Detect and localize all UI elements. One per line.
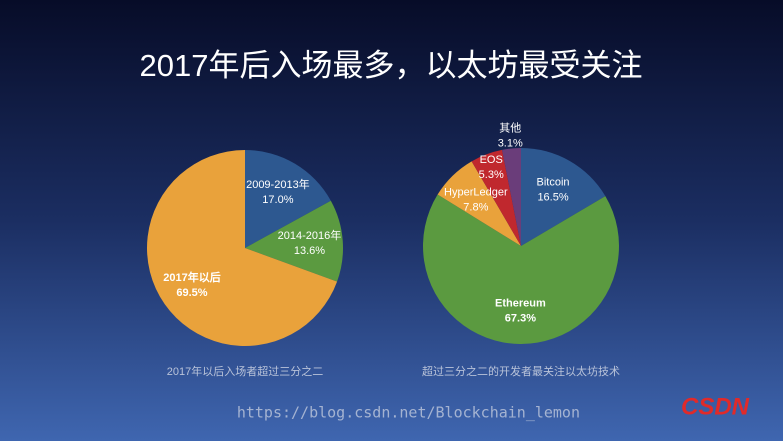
slice-label: 2014-2016年 bbox=[278, 228, 342, 242]
pie-slice bbox=[437, 161, 521, 246]
pie-slice bbox=[423, 194, 619, 344]
slice-value: 5.3% bbox=[479, 169, 504, 181]
pie-slice bbox=[146, 149, 338, 346]
chart-caption: 2017年以后入场者超过三分之二 bbox=[167, 364, 323, 378]
logo: CSDN bbox=[681, 393, 750, 420]
slice-value: 16.5% bbox=[537, 192, 568, 204]
slice-value: 67.3% bbox=[505, 313, 536, 325]
chart-caption: 超过三分之二的开发者最关注以太坊技术 bbox=[422, 364, 620, 378]
pie-slice bbox=[245, 150, 331, 248]
slice-label: 2009-2013年 bbox=[246, 177, 310, 191]
slice-value: 17.0% bbox=[262, 194, 293, 206]
slice-label: 2017年以后 bbox=[163, 270, 220, 284]
slice-label: Ethereum bbox=[495, 298, 546, 310]
slice-label: 其他 bbox=[499, 122, 521, 135]
watermark: https://blog.csdn.net/Blockchain_lemon bbox=[237, 404, 580, 422]
slice-label: Bitcoin bbox=[537, 177, 570, 189]
pie-slice bbox=[521, 148, 606, 246]
pie-slice bbox=[245, 200, 343, 282]
pie-slice bbox=[471, 149, 521, 246]
slice-value: 3.1% bbox=[498, 138, 523, 150]
slice-label: HyperLedger bbox=[444, 187, 508, 199]
slice-value: 13.6% bbox=[294, 245, 325, 257]
pie-slice bbox=[502, 148, 521, 246]
slice-label: EOS bbox=[480, 154, 503, 166]
slice-value: 7.8% bbox=[463, 202, 488, 214]
slice-value: 69.5% bbox=[176, 287, 207, 299]
slide-title: 2017年后入场最多，以太坊最受关注 bbox=[140, 48, 643, 83]
